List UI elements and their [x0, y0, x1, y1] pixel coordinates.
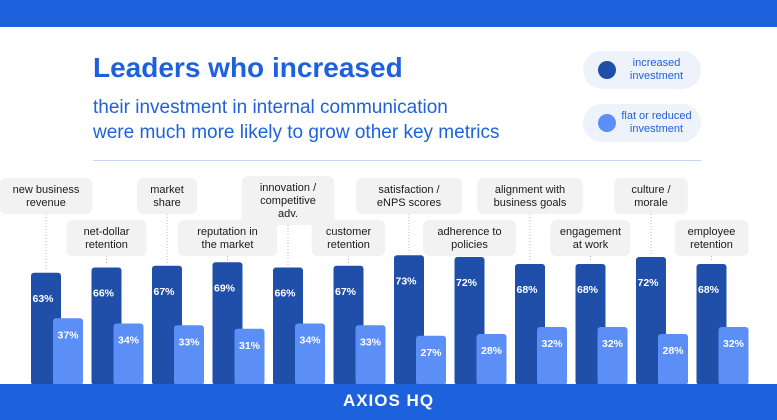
value-label-flat: 32% [602, 338, 624, 350]
value-label-flat: 37% [57, 329, 79, 341]
legend-item-increased: increased investment [583, 51, 701, 89]
value-label-increased: 68% [698, 284, 720, 296]
category-label-box [0, 178, 93, 214]
value-label-flat: 27% [420, 347, 442, 359]
category-label-box [614, 178, 688, 214]
bar-flat-or-reduced [234, 328, 265, 385]
category-label: retention [690, 239, 733, 251]
category-label: retention [85, 239, 128, 251]
legend-label-increased: increased investment [629, 57, 684, 82]
legend-label-flat: flat or reduced investment [621, 110, 692, 135]
value-label-flat: 33% [360, 336, 382, 348]
category-label-box [66, 220, 147, 256]
value-label-flat: 33% [178, 336, 200, 348]
category-label-box [241, 176, 335, 225]
legend-swatch-increased [598, 61, 616, 79]
category-label: customer [326, 226, 372, 238]
subtitle-line-1: their investment in internal communicati… [93, 97, 448, 118]
bar-flat-or-reduced [416, 335, 446, 385]
value-label-flat: 28% [662, 345, 684, 357]
top-banner [0, 0, 777, 27]
value-label-flat: 32% [723, 338, 745, 350]
category-label: retention [327, 239, 370, 251]
category-label: business goals [494, 197, 567, 209]
category-label: reputation in [197, 226, 258, 238]
value-label-flat: 34% [299, 335, 321, 347]
category-label: net-dollar [84, 226, 130, 238]
category-label: the market [202, 239, 254, 251]
category-label: engagement [560, 226, 621, 238]
bar-flat-or-reduced [658, 334, 688, 385]
category-label-box [137, 178, 197, 214]
category-label: competitive [260, 195, 316, 207]
bar-flat-or-reduced [174, 325, 204, 385]
bar-flat-or-reduced [537, 327, 567, 385]
chart-subtitle: their investment in internal communicati… [93, 95, 573, 145]
value-label-increased: 72% [456, 277, 478, 289]
value-label-increased: 67% [153, 286, 175, 298]
category-label: employee [688, 226, 736, 238]
value-label-increased: 63% [32, 293, 54, 305]
category-label-box [356, 178, 462, 214]
value-label-increased: 73% [395, 275, 417, 287]
value-label-increased: 72% [637, 277, 659, 289]
bar-flat-or-reduced [53, 318, 83, 385]
category-label: adherence to [437, 226, 501, 238]
category-label-box [423, 220, 516, 256]
value-label-increased: 69% [214, 282, 236, 294]
value-label-flat: 34% [118, 335, 140, 347]
category-label: morale [634, 197, 668, 209]
category-label: share [153, 197, 181, 209]
bar-flat-or-reduced [597, 327, 628, 385]
value-label-increased: 68% [516, 284, 538, 296]
axios-hq-logo: AXIOS HQ [342, 391, 435, 410]
category-label-box [550, 220, 631, 256]
bar-flat-or-reduced [113, 323, 144, 385]
category-label: innovation / [260, 182, 317, 194]
value-label-flat: 32% [541, 338, 563, 350]
category-label: alignment with [495, 184, 565, 196]
category-label: at work [573, 239, 609, 251]
category-label-box [311, 220, 386, 256]
chart-title: Leaders who increased [93, 52, 403, 83]
category-label: culture / [631, 184, 671, 196]
subtitle-line-2: were much more likely to grow other key … [93, 122, 500, 143]
value-label-flat: 31% [239, 340, 261, 352]
legend-swatch-flat [598, 114, 616, 132]
value-label-flat: 28% [481, 345, 503, 357]
category-label: market [150, 184, 184, 196]
category-label-box [674, 220, 749, 256]
value-label-increased: 68% [577, 284, 599, 296]
value-label-increased: 67% [335, 286, 357, 298]
footer-banner [0, 384, 777, 420]
bar-flat-or-reduced [295, 323, 325, 385]
category-label-box [177, 220, 278, 256]
bar-flat-or-reduced [355, 325, 386, 385]
category-label: new business [13, 184, 80, 196]
category-label: eNPS scores [377, 197, 442, 209]
category-label: policies [451, 239, 488, 251]
legend-item-flat-or-reduced: flat or reduced investment [583, 104, 701, 142]
category-label: satisfaction / [378, 184, 440, 196]
category-label-box [477, 178, 583, 214]
category-label: adv. [278, 208, 298, 220]
value-label-increased: 66% [93, 288, 115, 300]
value-label-increased: 66% [274, 288, 296, 300]
bar-flat-or-reduced [476, 334, 507, 385]
bar-flat-or-reduced [718, 327, 749, 385]
header-divider [93, 160, 701, 161]
category-label: revenue [26, 197, 66, 209]
